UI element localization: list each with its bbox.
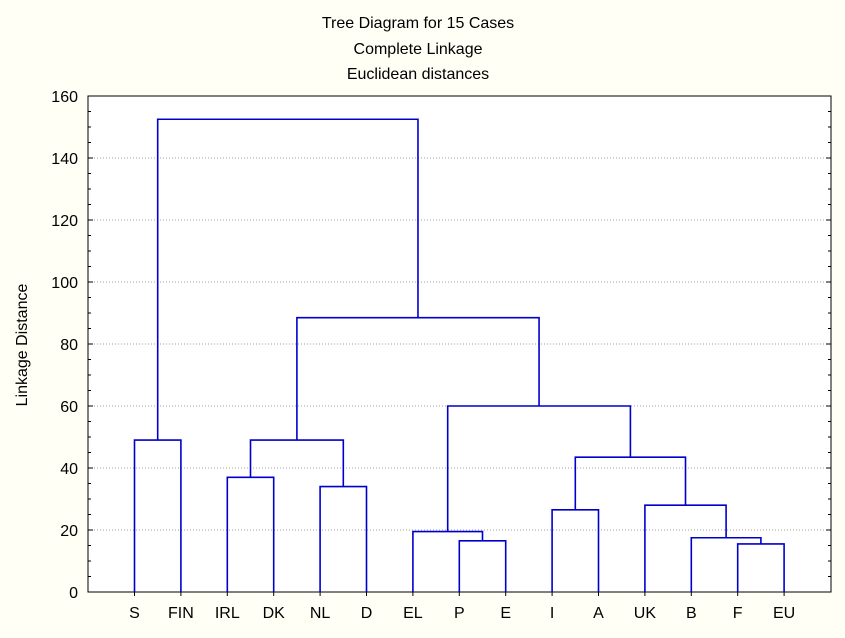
x-axis-ticks: S FIN IRL DK NL D EL P E I A UK B F EU bbox=[129, 592, 795, 622]
leaf-label-nl: NL bbox=[310, 605, 331, 622]
y-axis-label: Linkage Distance bbox=[14, 284, 31, 407]
leaf-label-p: P bbox=[454, 605, 465, 622]
y-tick-label: 100 bbox=[51, 275, 78, 292]
leaf-label-e: E bbox=[500, 605, 511, 622]
leaf-label-fin: FIN bbox=[168, 605, 194, 622]
leaf-label-i: I bbox=[550, 605, 554, 622]
leaf-label-a: A bbox=[593, 605, 604, 622]
y-axis-ticks: 0 20 40 60 80 100 120 140 160 bbox=[51, 89, 831, 602]
leaf-label-eu: EU bbox=[773, 605, 795, 622]
dendrogram-links bbox=[133, 118, 785, 592]
y-tick-label: 80 bbox=[60, 337, 78, 354]
chart-title: Tree Diagram for 15 Cases bbox=[322, 15, 514, 32]
leaf-label-b: B bbox=[686, 605, 697, 622]
leaf-label-dk: DK bbox=[263, 605, 286, 622]
leaf-label-el: EL bbox=[403, 605, 423, 622]
leaf-label-irl: IRL bbox=[215, 605, 240, 622]
merge-link-14 bbox=[156, 118, 419, 441]
y-tick-label: 60 bbox=[60, 399, 78, 416]
leaf-label-d: D bbox=[361, 605, 373, 622]
leaf-label-uk: UK bbox=[634, 605, 657, 622]
y-tick-label: 20 bbox=[60, 523, 78, 540]
y-tick-label: 140 bbox=[51, 151, 78, 168]
chart-subtitle-linkage: Complete Linkage bbox=[354, 41, 483, 58]
leaf-label-f: F bbox=[733, 605, 743, 622]
y-tick-label: 0 bbox=[69, 585, 78, 602]
y-tick-label: 40 bbox=[60, 461, 78, 478]
y-tick-label: 120 bbox=[51, 213, 78, 230]
leaf-label-s: S bbox=[129, 605, 140, 622]
chart-subtitle-distance: Euclidean distances bbox=[347, 66, 489, 83]
y-tick-label: 160 bbox=[51, 89, 78, 106]
grid-lines bbox=[88, 157, 831, 531]
